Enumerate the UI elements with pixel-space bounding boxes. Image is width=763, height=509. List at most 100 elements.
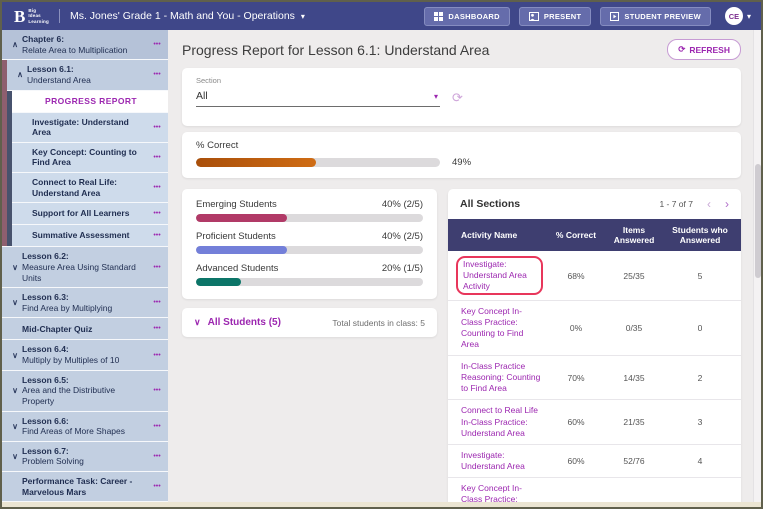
- chevron-up-icon[interactable]: ∧: [13, 70, 27, 79]
- percent-correct-label: % Correct: [196, 140, 727, 151]
- refresh-button[interactable]: ⟳ REFRESH: [667, 39, 741, 60]
- activity-link[interactable]: Investigate: Understand Area: [461, 450, 525, 471]
- total-students-text: Total students in class: 5: [332, 318, 425, 328]
- sidebar-item-lesson-6-4[interactable]: ∨ Lesson 6.4:Multiply by Multiples of 10…: [2, 340, 168, 369]
- lesson-6-1-group: ∧ Lesson 6.1:Understand Area ••• PROGRES…: [2, 60, 168, 246]
- all-students-card: ∨ All Students (5) Total students in cla…: [182, 308, 437, 337]
- student-groups-card: Emerging Students 40% (2/5) Proficient S…: [182, 189, 437, 299]
- kebab-menu-icon[interactable]: •••: [150, 483, 164, 490]
- table-row: Key Concept In-Class Practice: Counting …: [448, 301, 741, 356]
- all-sections-table-card: All Sections 1 - 7 of 7 ‹ › Activity Nam…: [448, 189, 741, 507]
- all-students-toggle[interactable]: ∨ All Students (5): [194, 317, 281, 328]
- reload-section-icon[interactable]: ⟳: [452, 91, 463, 104]
- section-select[interactable]: All ▾: [196, 88, 440, 107]
- pagination-top: 1 - 7 of 7 ‹ ›: [659, 198, 729, 210]
- sidebar-item-support-all-learners[interactable]: Support for All Learners •••: [12, 203, 168, 224]
- kebab-menu-icon[interactable]: •••: [150, 124, 164, 131]
- avatar: CE: [725, 7, 743, 25]
- kebab-menu-icon[interactable]: •••: [150, 184, 164, 191]
- table-header: Activity Name % Correct Items Answered S…: [448, 219, 741, 251]
- student-preview-icon: [610, 12, 619, 21]
- sidebar-item-connect-real-life[interactable]: Connect to Real Life: Understand Area ••…: [12, 173, 168, 202]
- table-row: Investigate: Understand Area Activity 68…: [448, 251, 741, 301]
- activity-link[interactable]: Connect to Real Life In-Class Practice: …: [461, 405, 538, 437]
- top-header: B Big Ideas Learning Ms. Jones' Grade 1 …: [2, 2, 761, 30]
- course-selector[interactable]: Ms. Jones' Grade 1 - Math and You - Oper…: [70, 10, 305, 22]
- advanced-students-row: Advanced Students 20% (1/5): [196, 263, 423, 286]
- chevron-up-icon[interactable]: ∧: [8, 40, 22, 49]
- kebab-menu-icon[interactable]: •••: [150, 41, 164, 48]
- present-icon: [529, 12, 539, 21]
- kebab-menu-icon[interactable]: •••: [150, 352, 164, 359]
- chapter-subtitle: Relate Area to Multiplication: [22, 45, 127, 55]
- section-label: Section: [196, 76, 727, 85]
- emerging-students-bar: [196, 214, 423, 222]
- kebab-menu-icon[interactable]: •••: [150, 264, 164, 271]
- lesson-subtitle: Understand Area: [27, 75, 91, 85]
- kebab-menu-icon[interactable]: •••: [150, 299, 164, 306]
- kebab-menu-icon[interactable]: •••: [150, 71, 164, 78]
- sidebar-item-progress-report[interactable]: PROGRESS REPORT: [12, 91, 168, 112]
- logo-wordmark: Big Ideas Learning: [28, 8, 49, 24]
- app-window: B Big Ideas Learning Ms. Jones' Grade 1 …: [0, 0, 763, 509]
- kebab-menu-icon[interactable]: •••: [150, 325, 164, 332]
- chevron-down-icon[interactable]: ∨: [8, 386, 22, 395]
- sidebar-item-lesson-6-2[interactable]: ∨ Lesson 6.2:Measure Area Using Standard…: [2, 247, 168, 287]
- sidebar-item-lesson-6-5[interactable]: ∨ Lesson 6.5:Area and the Distributive P…: [2, 371, 168, 411]
- kebab-menu-icon[interactable]: •••: [150, 154, 164, 161]
- table-row: Investigate: Understand Area 60% 52/76 4: [448, 445, 741, 478]
- percent-correct-value: 49%: [452, 157, 471, 168]
- kebab-menu-icon[interactable]: •••: [150, 453, 164, 460]
- chevron-down-icon[interactable]: ∨: [8, 452, 22, 461]
- chevron-down-icon[interactable]: ∨: [8, 263, 22, 272]
- sidebar-item-chapter-6[interactable]: ∧ Chapter 6:Relate Area to Multiplicatio…: [2, 30, 168, 59]
- chapter-title: Chapter 6:: [22, 34, 64, 44]
- table-row: In-Class Practice Reasoning: Counting to…: [448, 356, 741, 400]
- sidebar-item-investigate[interactable]: Investigate: Understand Area •••: [12, 113, 168, 142]
- activity-link[interactable]: Key Concept In-Class Practice: Counting …: [461, 306, 523, 349]
- chevron-left-icon[interactable]: ‹: [707, 198, 711, 210]
- dashboard-icon: [434, 12, 443, 21]
- dashboard-button[interactable]: DASHBOARD: [424, 7, 509, 26]
- kebab-menu-icon[interactable]: •••: [150, 423, 164, 430]
- student-preview-button[interactable]: STUDENT PREVIEW: [600, 7, 711, 26]
- sidebar-item-mid-chapter-quiz[interactable]: Mid-Chapter Quiz •••: [2, 318, 168, 339]
- sidebar-item-lesson-6-3[interactable]: ∨ Lesson 6.3:Find Area by Multiplying ••…: [2, 288, 168, 317]
- present-button[interactable]: PRESENT: [519, 7, 592, 26]
- activity-link[interactable]: In-Class Practice Reasoning: Counting to…: [461, 361, 540, 393]
- lesson-title: Lesson 6.1:: [27, 64, 74, 74]
- percent-correct-card: % Correct 49%: [182, 132, 741, 178]
- section-filter-card: Section All ▾ ⟳: [182, 68, 741, 126]
- proficient-students-row: Proficient Students 40% (2/5): [196, 231, 423, 254]
- sidebar-item-lesson-6-1[interactable]: ∧ Lesson 6.1:Understand Area •••: [7, 60, 168, 89]
- sidebar-item-performance-task[interactable]: Performance Task: Career -Marvelous Mars…: [2, 472, 168, 501]
- sidebar-item-lesson-6-7[interactable]: ∨ Lesson 6.7:Problem Solving •••: [2, 442, 168, 471]
- caret-down-icon: ▾: [301, 12, 305, 21]
- caret-down-icon: ▾: [434, 92, 438, 101]
- chevron-down-icon[interactable]: ∨: [8, 422, 22, 431]
- kebab-menu-icon[interactable]: •••: [150, 387, 164, 394]
- kebab-menu-icon[interactable]: •••: [150, 232, 164, 239]
- window-edge: [2, 502, 761, 507]
- chevron-down-icon[interactable]: ∨: [8, 351, 22, 360]
- proficient-students-bar: [196, 246, 423, 254]
- lesson-sidebar: ∧ Chapter 6:Relate Area to Multiplicatio…: [2, 30, 168, 507]
- chevron-right-icon[interactable]: ›: [725, 198, 729, 210]
- header-divider: [59, 9, 60, 23]
- vertical-scrollbar[interactable]: [753, 30, 761, 507]
- activity-link-highlighted[interactable]: Investigate: Understand Area Activity: [456, 256, 543, 295]
- refresh-icon: ⟳: [678, 44, 685, 55]
- sidebar-item-key-concept[interactable]: Key Concept: Counting to Find Area •••: [12, 143, 168, 172]
- main-content: Progress Report for Lesson 6.1: Understa…: [168, 30, 753, 507]
- table-row: Connect to Real Life In-Class Practice: …: [448, 400, 741, 444]
- sidebar-item-lesson-6-6[interactable]: ∨ Lesson 6.6:Find Areas of More Shapes •…: [2, 412, 168, 441]
- scrollbar-thumb[interactable]: [755, 164, 761, 278]
- lesson-6-1-contents: PROGRESS REPORT Investigate: Understand …: [7, 91, 168, 247]
- table-title: All Sections: [460, 198, 520, 210]
- sidebar-item-summative-assessment[interactable]: Summative Assessment •••: [12, 225, 168, 246]
- emerging-students-row: Emerging Students 40% (2/5): [196, 199, 423, 222]
- account-menu[interactable]: CE ▾: [725, 7, 751, 25]
- chevron-down-icon[interactable]: ∨: [8, 298, 22, 307]
- kebab-menu-icon[interactable]: •••: [150, 210, 164, 217]
- percent-correct-bar: [196, 158, 440, 167]
